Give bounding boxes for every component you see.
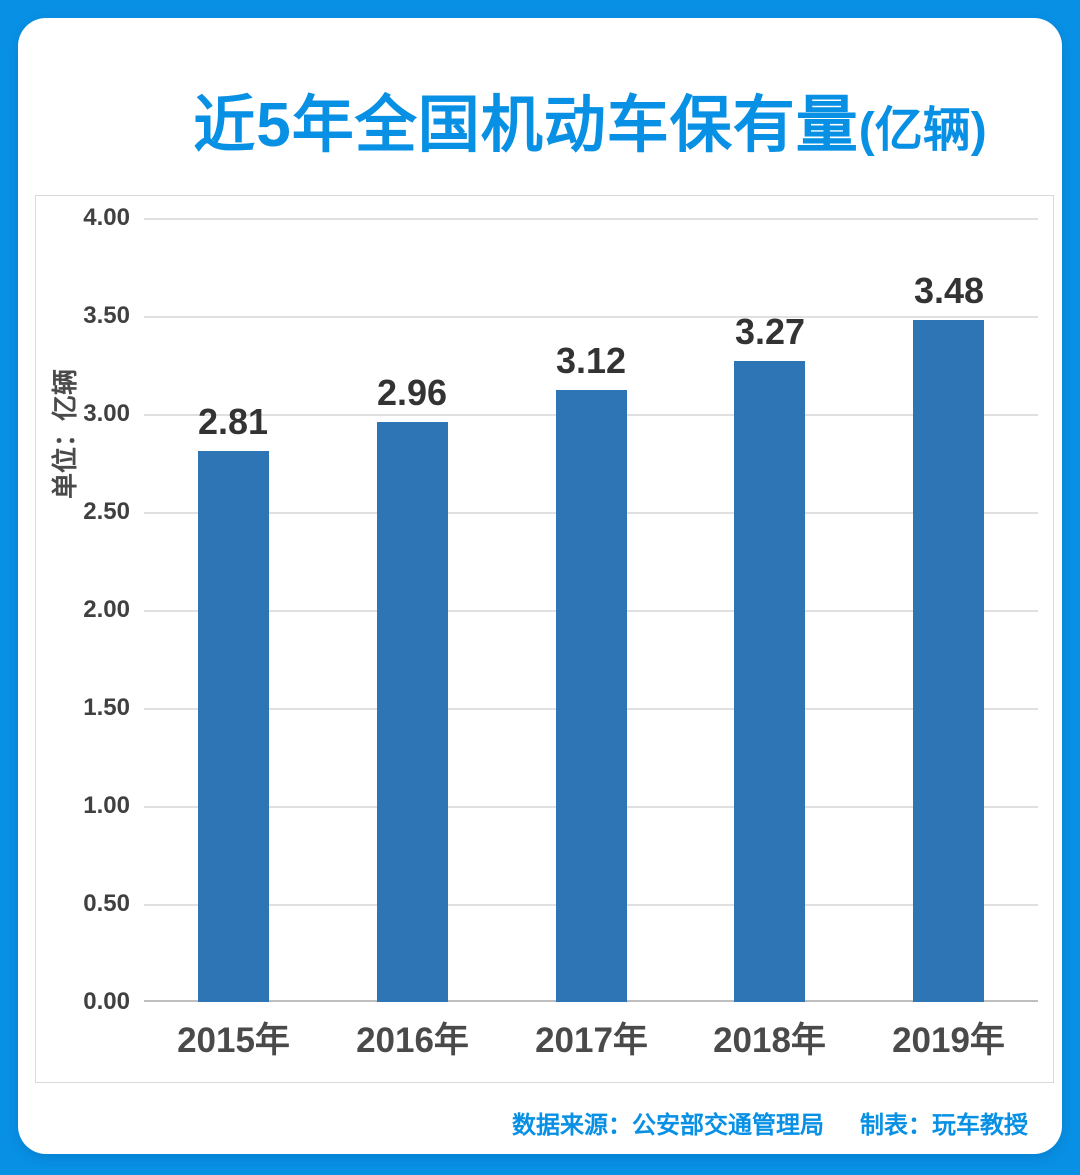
y-tick-label: 1.00 bbox=[83, 792, 130, 819]
plot-area: 2.81 2.96 3.12 3.27 3.48 bbox=[144, 218, 1038, 1002]
data-source-text: 数据来源：公安部交通管理局 bbox=[512, 1112, 824, 1139]
y-tick-label: 3.00 bbox=[83, 400, 130, 427]
y-tick-label: 3.50 bbox=[83, 302, 130, 329]
y-tick-label: 1.50 bbox=[83, 694, 130, 721]
page-title-unit: (亿辆) bbox=[858, 104, 987, 157]
bar-2018年 bbox=[734, 361, 805, 1002]
bar-value-label: 3.48 bbox=[913, 270, 985, 311]
y-axis-title: 单位：亿辆 bbox=[50, 369, 80, 500]
bar-2016年 bbox=[377, 422, 448, 1002]
credit-text: 制表：玩车教授 bbox=[860, 1112, 1028, 1139]
x-tick-label: 2018年 bbox=[713, 1021, 826, 1060]
page-title-main: 近5年全国机动车保有量 bbox=[193, 91, 859, 160]
chart-card: 近5年全国机动车保有量(亿辆) 单位：亿辆 4.00 3.50 3.00 2.50 2.… bbox=[18, 18, 1062, 1154]
y-tick-label: 2.50 bbox=[83, 498, 130, 525]
chart-area: 单位：亿辆 4.00 3.50 3.00 2.50 2.00 1.50 1.00 0.50 0.… bbox=[35, 195, 1054, 1083]
page-title: 近5年全国机动车保有量(亿辆) bbox=[143, 76, 1037, 176]
footer: 数据来源：公安部交通管理局 制表：玩车教授 bbox=[512, 1105, 1028, 1140]
y-tick-label: 0.00 bbox=[83, 988, 130, 1015]
bar-2017年 bbox=[556, 390, 627, 1002]
y-tick-label: 2.00 bbox=[83, 596, 130, 623]
x-tick-label: 2019年 bbox=[892, 1021, 1005, 1060]
bar-value-label: 2.81 bbox=[197, 401, 269, 442]
bar-2019年 bbox=[913, 320, 984, 1002]
x-tick-label: 2016年 bbox=[356, 1021, 469, 1060]
x-tick-label: 2017年 bbox=[535, 1021, 648, 1060]
y-tick-label: 0.50 bbox=[83, 890, 130, 917]
bar-value-label: 3.12 bbox=[555, 340, 627, 381]
x-tick-label: 2015年 bbox=[177, 1021, 290, 1060]
gridline bbox=[144, 218, 1038, 220]
gridline bbox=[144, 316, 1038, 318]
y-tick-label: 4.00 bbox=[83, 204, 130, 231]
bar-value-label: 2.96 bbox=[376, 372, 448, 413]
bar-value-label: 3.27 bbox=[734, 311, 806, 352]
bar-2015年 bbox=[198, 451, 269, 1002]
